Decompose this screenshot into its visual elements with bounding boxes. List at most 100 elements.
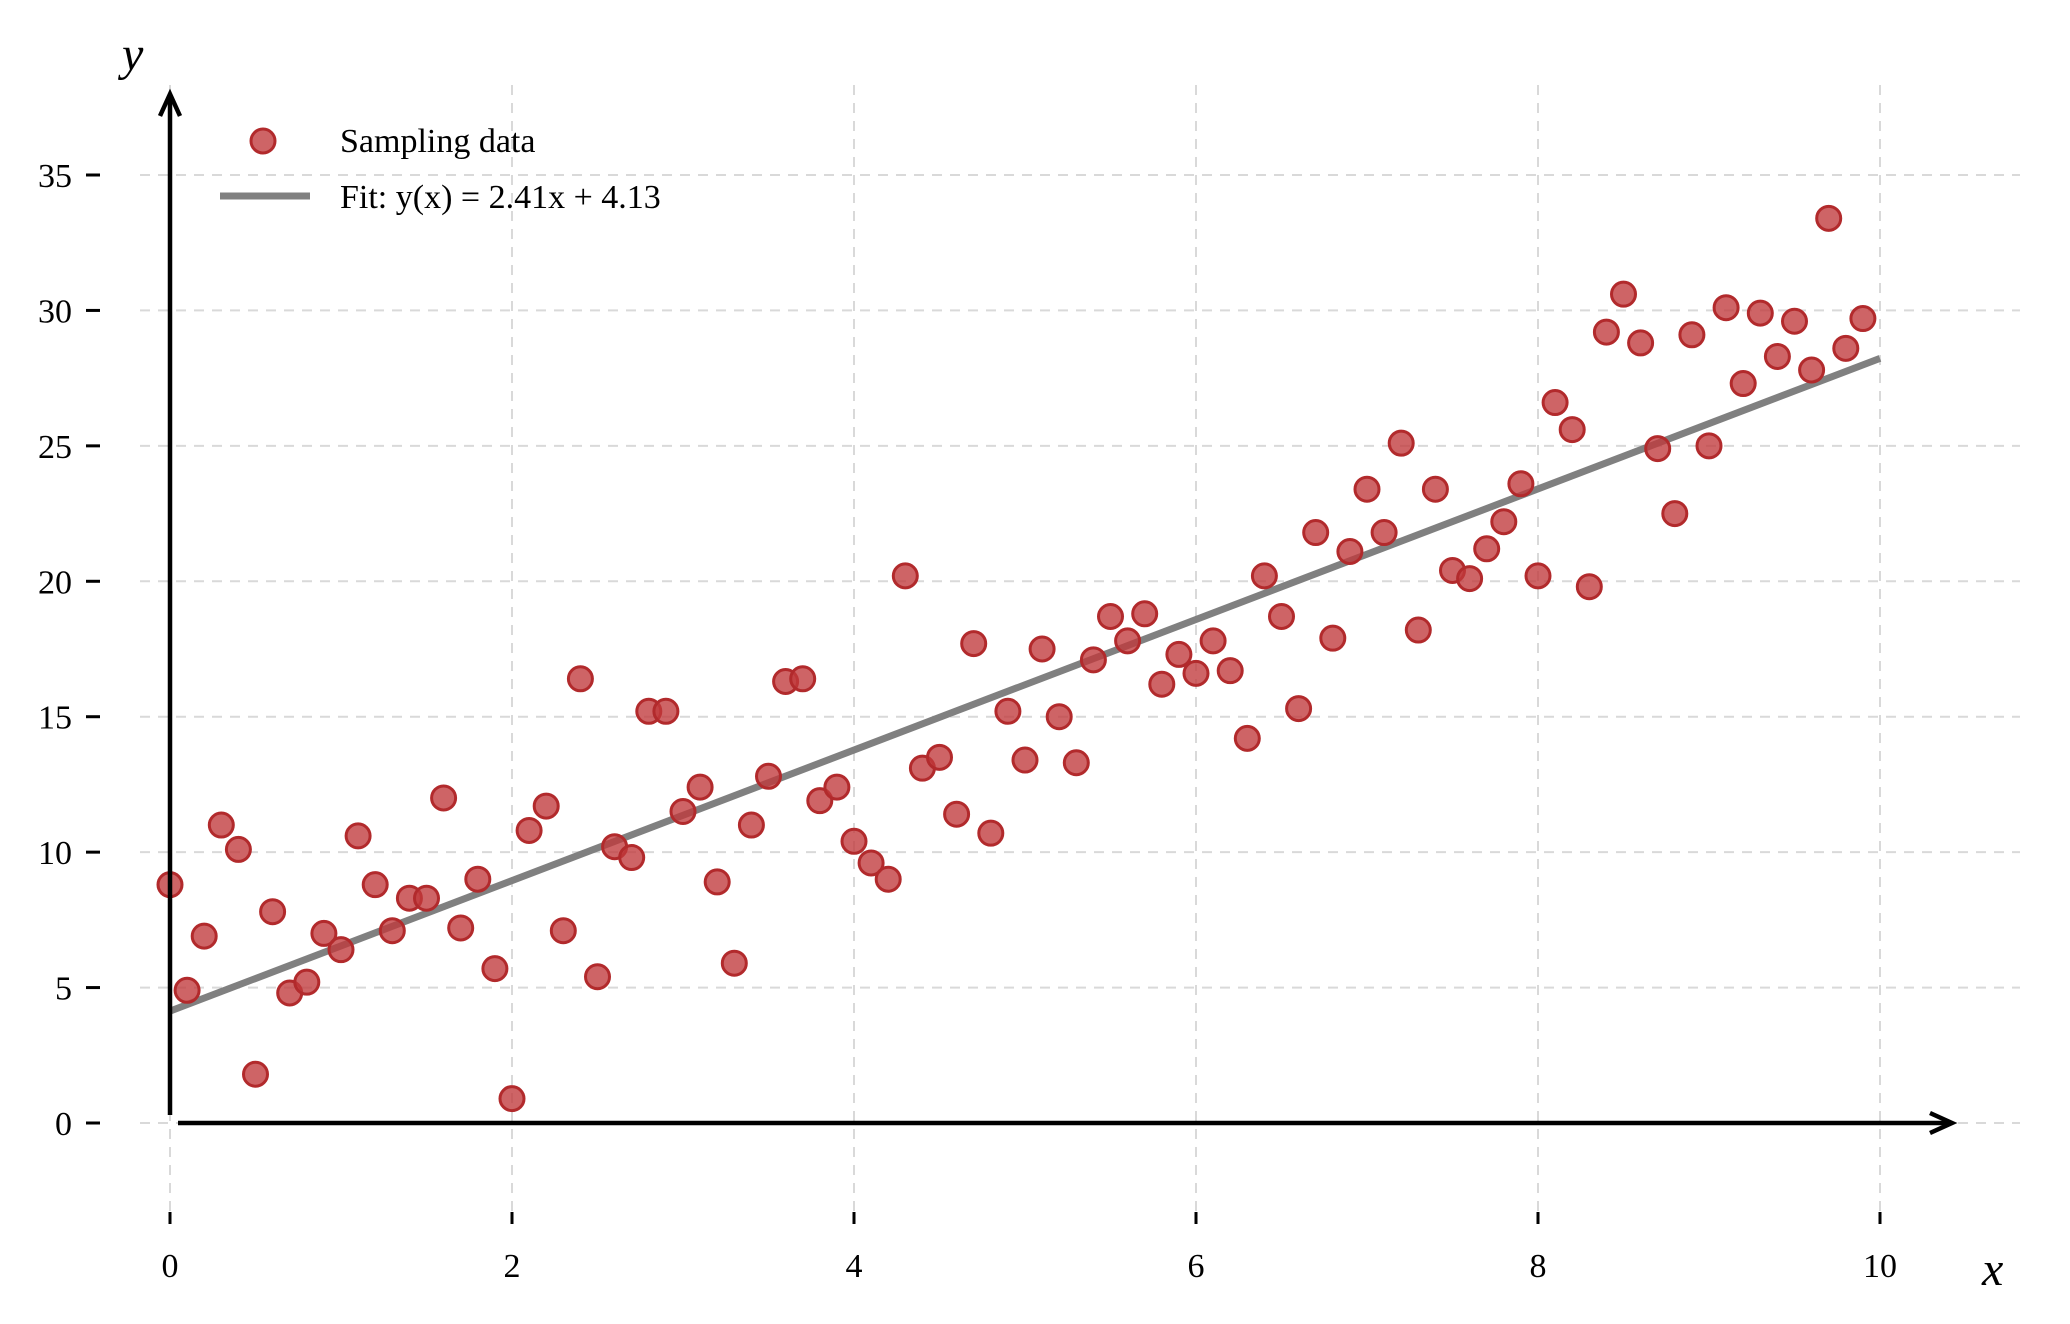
data-point-65 [1268, 602, 1295, 630]
data-point-13 [378, 917, 406, 945]
data-point-37 [789, 665, 817, 693]
x-tick-label-8: 8 [1530, 1248, 1547, 1285]
data-point-59 [1165, 640, 1193, 668]
data-point-35 [755, 762, 782, 790]
x-axis-arrowhead [1929, 1110, 1958, 1136]
data-point-41 [857, 849, 885, 877]
data-point-18 [464, 865, 492, 893]
data-point-12 [361, 871, 389, 899]
data-point-98 [1832, 334, 1860, 362]
data-point-88 [1661, 500, 1689, 528]
y-axis-arrowhead [157, 88, 183, 117]
data-point-15 [413, 884, 440, 912]
data-point-10 [327, 936, 355, 964]
fit-line-layer [168, 355, 1882, 1015]
fit-line [168, 355, 1882, 1015]
data-point-4 [224, 835, 252, 863]
data-point-23 [549, 917, 577, 945]
y-tick-label-0: 0 [55, 1106, 72, 1143]
data-point-73 [1404, 616, 1432, 644]
data-point-91 [1712, 294, 1740, 322]
data-point-83 [1575, 573, 1603, 601]
data-point-96 [1798, 356, 1826, 384]
axes: x y [117, 28, 2003, 1296]
data-point-2 [190, 922, 218, 950]
data-point-24 [566, 665, 594, 693]
data-point-3 [207, 811, 235, 839]
data-point-29 [652, 697, 680, 725]
data-point-74 [1421, 475, 1449, 503]
data-point-97 [1815, 204, 1843, 232]
data-point-27 [618, 844, 646, 872]
y-tick-label-35: 35 [38, 158, 72, 195]
data-point-8 [293, 968, 321, 996]
data-point-69 [1336, 537, 1364, 565]
data-point-93 [1746, 299, 1774, 327]
data-point-80 [1524, 562, 1552, 590]
x-tick-label-0: 0 [162, 1248, 179, 1285]
data-point-84 [1592, 318, 1620, 346]
data-point-85 [1610, 280, 1637, 308]
data-point-64 [1250, 562, 1278, 590]
data-point-82 [1558, 416, 1586, 444]
y-tick-label-5: 5 [55, 971, 72, 1008]
data-point-86 [1627, 329, 1655, 357]
data-point-94 [1763, 342, 1791, 370]
y-axis-label: y [117, 28, 144, 81]
data-point-6 [259, 898, 287, 926]
data-point-70 [1353, 475, 1381, 503]
data-point-87 [1644, 435, 1672, 463]
data-point-77 [1473, 535, 1501, 563]
data-point-25 [584, 963, 611, 991]
y-tick-label-15: 15 [38, 700, 72, 737]
data-point-47 [960, 630, 988, 658]
axis-ticks: 0 2 4 6 8 10 0 5 10 15 20 25 30 35 [38, 158, 1897, 1285]
data-point-81 [1541, 389, 1569, 417]
data-point-22 [532, 792, 560, 820]
data-point-48 [977, 819, 1005, 847]
data-point-53 [1062, 749, 1090, 777]
data-point-63 [1233, 724, 1261, 752]
legend-marker-sampling-data [249, 127, 277, 155]
x-tick-label-4: 4 [846, 1248, 863, 1285]
data-point-43 [891, 562, 919, 590]
data-points [156, 204, 1877, 1113]
data-point-32 [703, 868, 731, 896]
data-point-58 [1148, 670, 1176, 698]
x-tick-label-6: 6 [1188, 1248, 1205, 1285]
data-point-89 [1678, 321, 1706, 349]
x-axis-label: x [1981, 1243, 2003, 1296]
data-point-17 [447, 914, 475, 942]
y-tick-label-10: 10 [38, 835, 72, 872]
grid-lines [140, 85, 2020, 1215]
data-point-99 [1849, 305, 1877, 333]
data-point-66 [1285, 695, 1313, 723]
data-point-56 [1114, 627, 1142, 655]
data-point-33 [720, 949, 748, 977]
data-point-95 [1781, 307, 1808, 335]
data-point-50 [1011, 746, 1039, 774]
data-point-5 [242, 1060, 269, 1088]
data-point-72 [1387, 429, 1415, 457]
data-point-34 [737, 811, 765, 839]
data-point-71 [1370, 519, 1398, 547]
data-point-55 [1097, 602, 1124, 630]
data-point-78 [1490, 508, 1518, 536]
data-point-16 [430, 784, 458, 812]
data-point-62 [1216, 657, 1244, 685]
data-point-31 [686, 773, 714, 801]
data-point-1 [173, 976, 201, 1004]
data-point-68 [1319, 624, 1347, 652]
data-point-61 [1199, 627, 1227, 655]
data-point-54 [1079, 646, 1107, 674]
data-point-92 [1729, 370, 1757, 398]
legend-label-sampling-data: Sampling data [340, 123, 535, 160]
data-point-21 [515, 816, 543, 844]
data-point-11 [344, 822, 372, 850]
data-point-40 [840, 827, 868, 855]
legend-label-fit-line: Fit: y(x) = 2.41x + 4.13 [340, 179, 661, 216]
data-point-67 [1302, 519, 1330, 547]
data-point-20 [498, 1085, 526, 1113]
data-point-90 [1695, 432, 1723, 460]
